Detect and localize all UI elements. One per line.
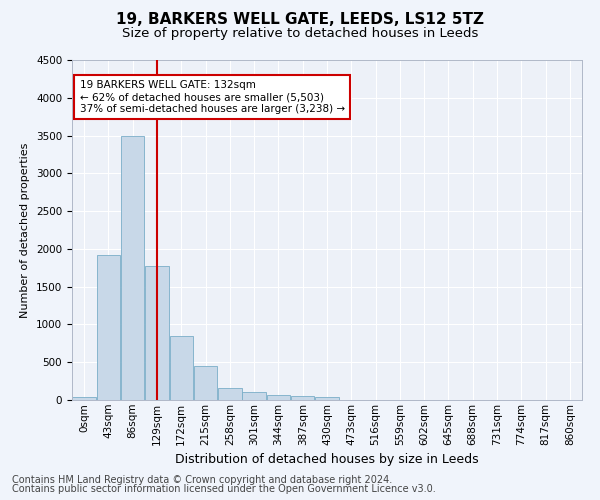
Bar [121,136,145,400]
Bar [218,388,242,400]
Text: 19, BARKERS WELL GATE, LEEDS, LS12 5TZ: 19, BARKERS WELL GATE, LEEDS, LS12 5TZ [116,12,484,28]
X-axis label: Distribution of detached houses by size in Leeds: Distribution of detached houses by size … [175,453,479,466]
Bar [194,366,217,400]
Bar [170,336,193,400]
Bar [73,397,96,400]
Bar [145,266,169,400]
Bar [242,392,266,400]
Bar [97,255,120,400]
Text: Contains HM Land Registry data © Crown copyright and database right 2024.: Contains HM Land Registry data © Crown c… [12,475,392,485]
Bar [266,395,290,400]
Bar [315,397,339,400]
Bar [291,396,314,400]
Text: Contains public sector information licensed under the Open Government Licence v3: Contains public sector information licen… [12,484,436,494]
Y-axis label: Number of detached properties: Number of detached properties [20,142,31,318]
Text: 19 BARKERS WELL GATE: 132sqm
← 62% of detached houses are smaller (5,503)
37% of: 19 BARKERS WELL GATE: 132sqm ← 62% of de… [80,80,345,114]
Text: Size of property relative to detached houses in Leeds: Size of property relative to detached ho… [122,28,478,40]
